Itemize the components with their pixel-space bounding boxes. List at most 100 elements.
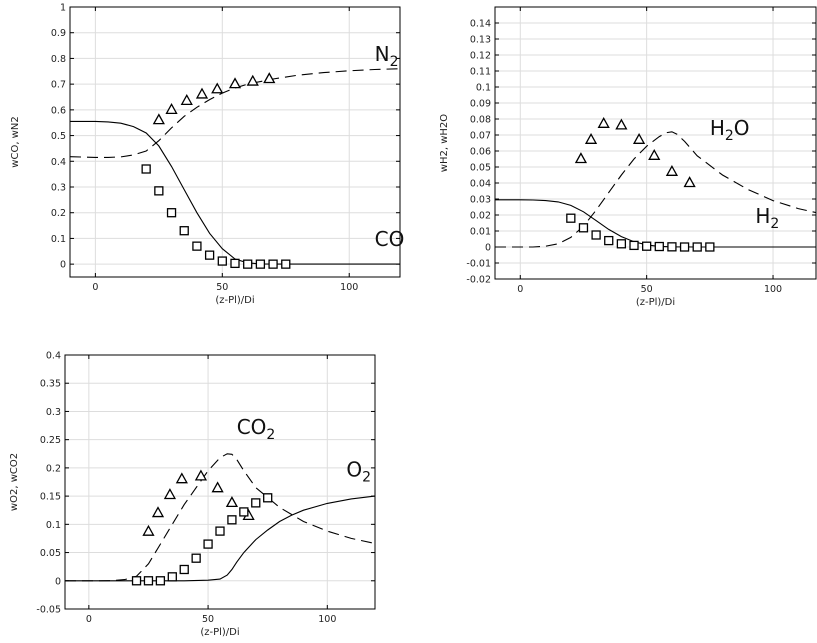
data-point-square — [578, 223, 589, 233]
data-point-triangle — [152, 113, 165, 125]
y-tick-label: 0.5 — [51, 131, 66, 142]
data-point-triangle — [648, 148, 661, 160]
data-point-square — [667, 242, 677, 252]
y-tick-label: 0.3 — [51, 183, 66, 194]
data-point-square — [154, 186, 164, 196]
y-tick-label: 0 — [55, 576, 61, 587]
y-axis-label: wO2, wCO2 — [9, 453, 20, 511]
data-point-triangle — [211, 82, 224, 94]
y-tick-label: -0.05 — [36, 605, 61, 616]
y-tick-label: 0.13 — [470, 35, 491, 46]
x-tick-label: 100 — [764, 284, 782, 295]
y-tick-label: 0.4 — [51, 157, 66, 168]
x-tick-label: 50 — [202, 614, 214, 625]
data-point-square — [255, 259, 266, 269]
data-point-triangle — [163, 488, 177, 500]
data-point-square — [155, 576, 166, 586]
plot-frame — [494, 6, 817, 280]
y-tick-label: 0.2 — [46, 463, 61, 474]
x-tick-label: 100 — [318, 614, 336, 625]
data-point-triangle — [574, 152, 588, 164]
data-point-triangle — [683, 176, 696, 188]
data-point-square — [604, 235, 614, 246]
data-point-triangle — [180, 94, 193, 106]
y-tick-label: 0.4 — [46, 351, 61, 362]
data-point-square — [692, 242, 702, 252]
y-tick-label: 0.02 — [470, 211, 491, 222]
x-tick-label: 0 — [86, 614, 92, 625]
data-point-square — [230, 258, 240, 269]
data-point-square — [215, 526, 225, 536]
series-line-o2-solid — [65, 495, 375, 582]
series-group — [70, 68, 400, 265]
data-point-triangle — [195, 87, 209, 99]
x-tick-label: 50 — [216, 282, 228, 293]
y-tick-label: 0.25 — [40, 435, 61, 446]
series-group — [65, 453, 375, 582]
y-tick-label: 0.05 — [40, 548, 61, 559]
x-tick-label: 50 — [641, 284, 653, 295]
series-group — [495, 131, 816, 248]
data-point-triangle — [665, 164, 679, 176]
y-tick-label: 0.35 — [40, 379, 61, 390]
plot-3: -0.05 0 0.05 0.1 0.15 0.2 0.25 0.3 0.35 0.4 0 50 100… — [9, 351, 376, 638]
x-axis-label: (z-Pl)/Di — [636, 297, 675, 308]
data-point-square — [566, 213, 576, 223]
y-tick-label: 0 — [485, 243, 491, 254]
data-point-square — [204, 250, 215, 260]
data-point-triangle — [151, 506, 165, 518]
data-point-square — [227, 515, 237, 525]
data-point-square — [629, 240, 639, 251]
data-point-triangle — [194, 469, 208, 481]
data-point-square — [166, 208, 177, 218]
y-tick-label: 0.12 — [470, 51, 491, 62]
y-axis-label: wCO, wN2 — [10, 116, 21, 167]
y-tick-label: 0.3 — [46, 407, 61, 418]
plot-1: 0 0.1 0.2 0.3 0.4 0.5 0.6 0.7 0.8 0.9 1 0 50 100 (z-Pl… — [10, 3, 404, 307]
data-point-square — [243, 259, 253, 269]
curve-label: N2 — [375, 42, 399, 70]
data-point-triangle — [211, 481, 224, 493]
curve-label: H2 — [755, 204, 779, 232]
y-tick-label: 0.1 — [46, 520, 61, 531]
data-point-square — [654, 241, 664, 252]
y-tick-label: 0.08 — [470, 115, 491, 126]
data-point-square — [591, 230, 601, 240]
y-tick-label: -0.01 — [466, 259, 491, 270]
data-point-square — [131, 576, 142, 586]
data-point-triangle — [584, 132, 598, 144]
data-point-triangle — [597, 116, 610, 128]
data-point-square — [705, 242, 715, 252]
y-tick-label: 1 — [60, 3, 66, 14]
x-axis-label: (z-Pl)/Di — [200, 627, 239, 638]
data-point-triangle — [165, 103, 178, 115]
y-tick-label: 0.07 — [470, 131, 491, 142]
data-point-triangle — [246, 74, 259, 86]
data-point-triangle — [175, 472, 188, 484]
series-line-co2-dashed — [65, 453, 375, 582]
y-axis-label: wH2, wH2O — [439, 114, 450, 172]
data-point-triangle — [263, 72, 276, 84]
data-point-square — [179, 564, 189, 575]
series-line-n2-dashed — [70, 68, 400, 158]
y-tick-label: 0.2 — [51, 208, 66, 219]
y-tick-label: 0.8 — [51, 54, 66, 65]
y-tick-label: 0.01 — [470, 227, 491, 238]
data-point-triangle — [225, 496, 239, 508]
data-point-square — [251, 498, 261, 508]
y-tick-label: 0.09 — [470, 99, 491, 110]
data-point-square — [642, 241, 652, 251]
data-point-square — [203, 539, 213, 549]
data-point-triangle — [228, 77, 242, 89]
plot-2: -0.02 -0.01 0 0.01 0.02 0.03 0.04 0.05 0.06 0.07 0… — [439, 6, 817, 308]
series-line-co-solid — [70, 120, 400, 265]
y-tick-label: 0.9 — [51, 28, 66, 39]
plot-frame — [64, 354, 376, 610]
plot-frame — [69, 6, 401, 278]
y-tick-label: 0.6 — [51, 105, 66, 116]
data-point-square — [263, 493, 273, 503]
y-tick-label: 0.7 — [51, 80, 66, 91]
y-tick-label: 0.06 — [470, 147, 491, 158]
data-point-square — [141, 164, 151, 174]
y-tick-label: 0.05 — [470, 163, 491, 174]
